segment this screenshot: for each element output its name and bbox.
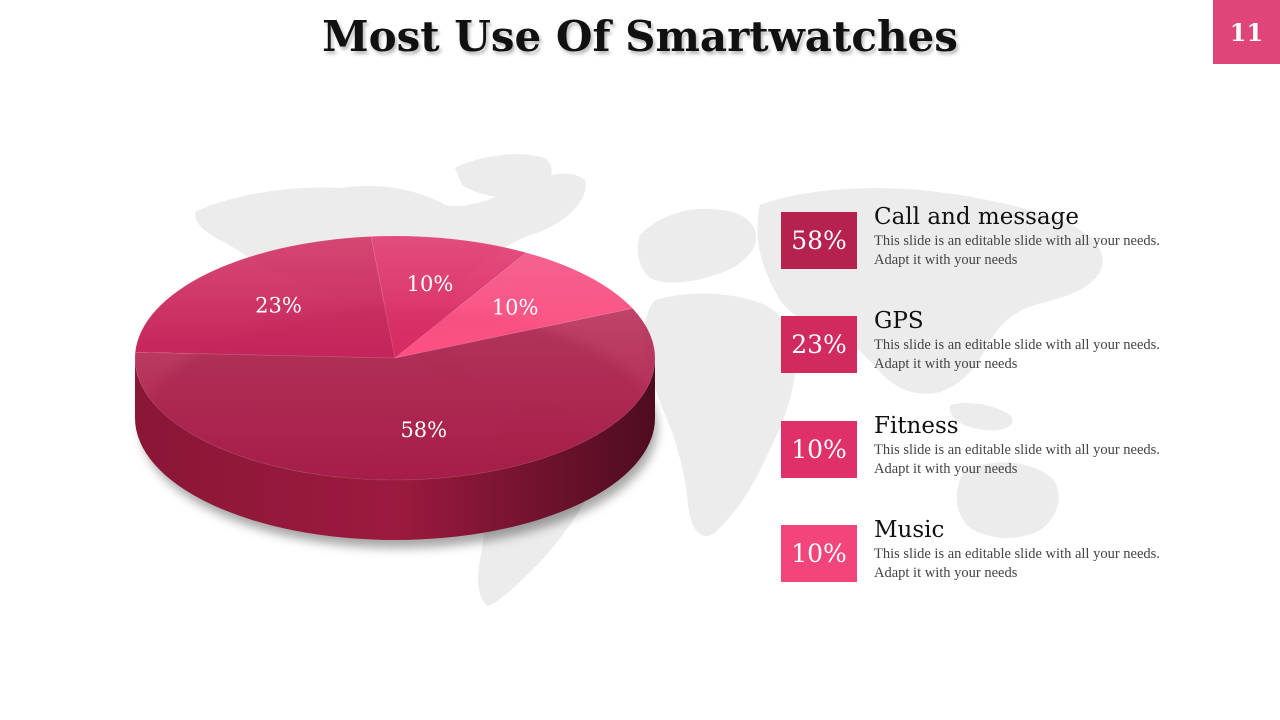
legend-item-call: 58% Call and message This slide is an ed… bbox=[781, 204, 1201, 272]
legend-percent-box: 10% bbox=[781, 525, 857, 582]
pie-data-label: 58% bbox=[400, 418, 447, 442]
pie-slice-gps bbox=[134, 236, 396, 359]
pie-data-label: 10% bbox=[492, 296, 539, 320]
legend-description: This slide is an editable slide with all… bbox=[874, 233, 1160, 268]
legend-item-fitness: 10% Fitness This slide is an editable sl… bbox=[781, 413, 1201, 481]
pie-slice-music bbox=[394, 252, 634, 359]
legend-percent-box: 58% bbox=[781, 212, 857, 269]
pie-slice-call-and-message bbox=[134, 307, 656, 481]
pie-data-label: 23% bbox=[255, 294, 302, 318]
legend-item-gps: 23% GPS This slide is an editable slide … bbox=[781, 308, 1201, 376]
legend-label: Music bbox=[874, 517, 945, 543]
legend-percent-box: 23% bbox=[781, 316, 857, 373]
pie-side bbox=[135, 358, 655, 540]
legend-description: This slide is an editable slide with all… bbox=[874, 337, 1160, 372]
page-number-badge: 11 bbox=[1213, 0, 1280, 64]
legend-item-music: 10% Music This slide is an editable slid… bbox=[781, 517, 1201, 585]
pie-slice-fitness bbox=[370, 235, 528, 359]
legend-label: GPS bbox=[874, 308, 924, 334]
legend-percent-box: 10% bbox=[781, 421, 857, 478]
pie-data-label: 10% bbox=[407, 272, 454, 296]
legend-description: This slide is an editable slide with all… bbox=[874, 442, 1160, 477]
legend-label: Call and message bbox=[874, 204, 1079, 230]
page-title: Most Use Of Smartwatches bbox=[322, 12, 958, 61]
legend-description: This slide is an editable slide with all… bbox=[874, 546, 1160, 581]
legend-label: Fitness bbox=[874, 413, 959, 439]
